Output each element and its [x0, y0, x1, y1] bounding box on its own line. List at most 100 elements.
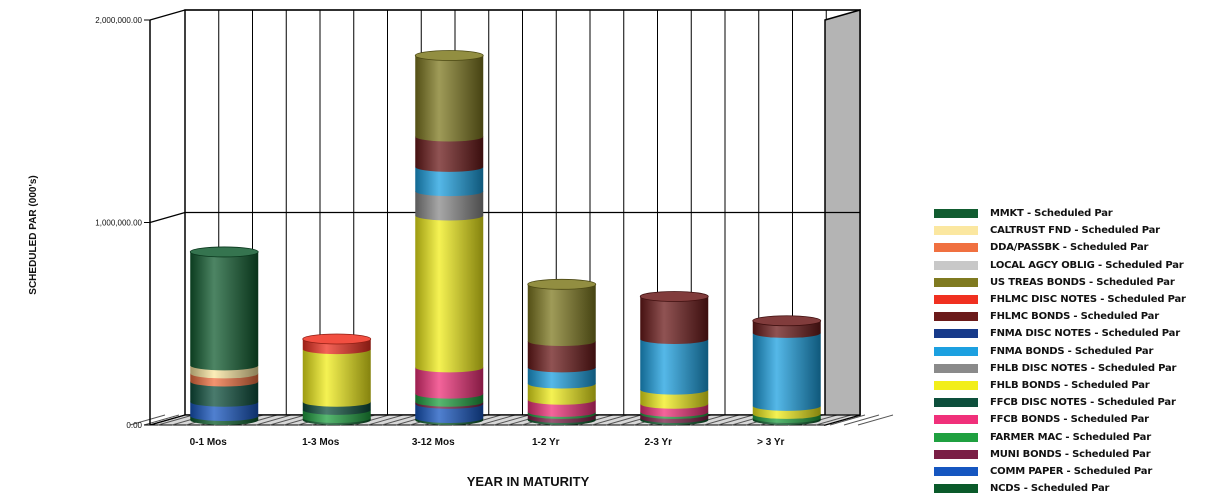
legend-swatch	[934, 209, 978, 219]
bar-top-cap	[189, 246, 259, 258]
floor-hatch	[843, 414, 880, 426]
legend-item: FARMER MAC - Scheduled Par	[934, 428, 1224, 445]
bar-top-cap	[302, 333, 372, 345]
legend-item: MUNI BONDS - Scheduled Par	[934, 446, 1224, 463]
legend-item: LOCAL AGCY OBLIG - Scheduled Par	[934, 257, 1224, 274]
bar-segment	[415, 136, 484, 172]
floor-hatch	[703, 414, 740, 426]
floor-hatch	[255, 414, 292, 426]
floor-hatch	[479, 414, 516, 426]
bar-top-cap	[752, 315, 822, 327]
legend-swatch	[934, 346, 978, 356]
y-tick-label: 1,000,000.00	[95, 219, 142, 228]
bar-segment	[527, 284, 596, 347]
bar-top-cap	[527, 278, 597, 290]
grid-line-left-wall	[149, 211, 186, 224]
legend-label: DDA/PASSBK - Scheduled Par	[990, 242, 1149, 254]
grid-line-left-wall	[149, 9, 186, 21]
legend-swatch	[934, 432, 978, 442]
legend-item: FHLMC BONDS - Scheduled Par	[934, 308, 1224, 325]
bar-segment	[527, 341, 596, 373]
legend-swatch	[934, 260, 978, 270]
legend-label: MUNI BONDS - Scheduled Par	[990, 448, 1151, 460]
legend-item: FHLB BONDS - Scheduled Par	[934, 377, 1224, 394]
bar-segment	[415, 191, 484, 221]
bar-top-cap	[639, 291, 709, 302]
legend-swatch	[934, 398, 978, 408]
y-tick-label: 2,000,000.00	[95, 16, 142, 25]
legend-label: US TREAS BONDS - Scheduled Par	[990, 276, 1175, 288]
bar-top-cap	[414, 50, 484, 61]
bar-segment	[640, 296, 709, 344]
legend-label: FHLB DISC NOTES - Scheduled Par	[990, 362, 1177, 374]
y-axis-label: SCHEDULED PAR (000's)	[28, 175, 39, 294]
legend-label: FARMER MAC - Scheduled Par	[990, 431, 1151, 443]
floor-hatch	[381, 414, 418, 426]
legend: MMKT - Scheduled Par CALTRUST FND - Sched…	[934, 205, 1224, 497]
floor-hatch	[815, 414, 852, 426]
floor-hatch	[591, 414, 628, 426]
legend-label: FFCB DISC NOTES - Scheduled Par	[990, 397, 1176, 409]
legend-item: DDA/PASSBK - Scheduled Par	[934, 239, 1224, 256]
legend-label: FHLMC DISC NOTES - Scheduled Par	[990, 294, 1186, 306]
legend-label: FNMA DISC NOTES - Scheduled Par	[990, 328, 1180, 340]
x-tick-label: 1-3 Mos	[302, 437, 340, 448]
legend-label: FFCB BONDS - Scheduled Par	[990, 414, 1149, 426]
floor-hatch	[717, 414, 754, 426]
legend-label: FNMA BONDS - Scheduled Par	[990, 345, 1154, 357]
legend-item: FFCB BONDS - Scheduled Par	[934, 411, 1224, 428]
legend-swatch	[934, 449, 978, 459]
floor-hatch	[829, 414, 866, 426]
legend-swatch	[934, 329, 978, 339]
legend-swatch	[934, 466, 978, 476]
floor-hatch	[493, 414, 530, 426]
legend-item: FFCB DISC NOTES - Scheduled Par	[934, 394, 1224, 411]
bar-segment	[415, 367, 484, 399]
legend-item: COMM PAPER - Scheduled Par	[934, 463, 1224, 480]
chart-side-wall	[824, 9, 861, 426]
bar-segment	[302, 349, 371, 407]
floor-hatch	[269, 414, 306, 426]
grid-line-left-wall	[149, 414, 186, 426]
legend-item: FNMA DISC NOTES - Scheduled Par	[934, 325, 1224, 342]
floor-hatch	[605, 414, 642, 426]
legend-item: NCDS - Scheduled Par	[934, 480, 1224, 497]
legend-swatch	[934, 363, 978, 373]
legend-swatch	[934, 226, 978, 236]
x-tick-label: 1-2 Yr	[532, 437, 560, 448]
x-tick-label: 3-12 Mos	[412, 437, 455, 448]
legend-swatch	[934, 415, 978, 425]
x-tick-label: 0-1 Mos	[190, 437, 228, 448]
x-tick-label: 2-3 Yr	[644, 437, 672, 448]
legend-label: CALTRUST FND - Scheduled Par	[990, 225, 1160, 237]
x-tick-label: > 3 Yr	[757, 437, 784, 448]
legend-swatch	[934, 312, 978, 322]
legend-swatch	[934, 484, 978, 494]
bar-segment	[415, 403, 484, 423]
legend-swatch	[934, 295, 978, 305]
floor-hatch	[157, 414, 194, 426]
legend-item: CALTRUST FND - Scheduled Par	[934, 222, 1224, 239]
legend-label: LOCAL AGCY OBLIG - Scheduled Par	[990, 259, 1184, 271]
bar-segment	[415, 166, 484, 197]
bar-segment	[640, 339, 709, 395]
bar-segment	[527, 383, 596, 405]
floor-hatch	[129, 414, 166, 426]
bar-segment	[190, 251, 259, 371]
legend-label: FHLMC BONDS - Scheduled Par	[990, 311, 1159, 323]
bar-segment	[527, 367, 596, 389]
legend-item: FHLMC DISC NOTES - Scheduled Par	[934, 291, 1224, 308]
bar-segment	[190, 381, 259, 407]
legend-swatch	[934, 243, 978, 253]
legend-swatch	[934, 277, 978, 287]
bar-segment	[415, 55, 484, 142]
x-axis-label: YEAR IN MATURITY	[467, 474, 590, 489]
bar-segment	[752, 332, 821, 411]
bar-segment	[190, 401, 259, 421]
legend-label: NCDS - Scheduled Par	[990, 483, 1110, 495]
floor-hatch	[857, 414, 894, 426]
legend-item: FNMA BONDS - Scheduled Par	[934, 343, 1224, 360]
legend-label: COMM PAPER - Scheduled Par	[990, 465, 1153, 477]
floor-hatch	[367, 414, 404, 426]
